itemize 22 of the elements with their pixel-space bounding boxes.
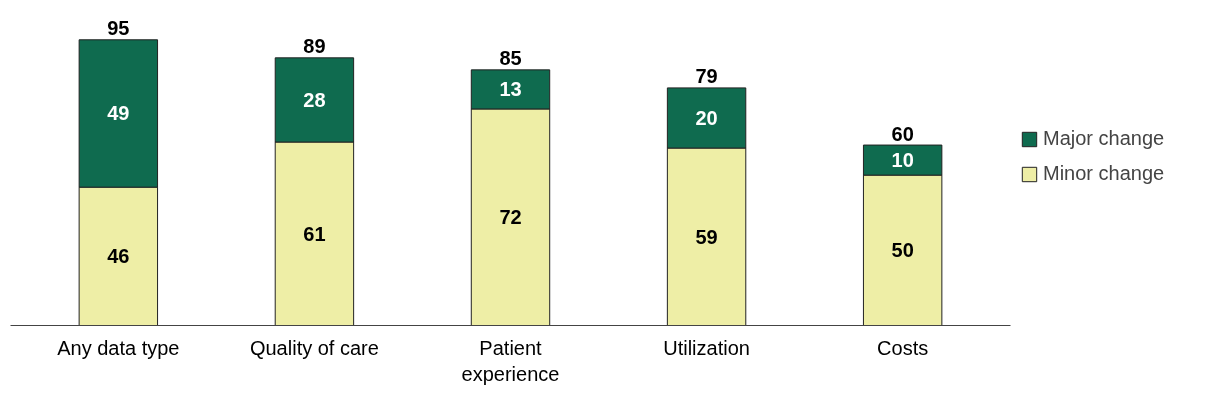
total-label: 79 bbox=[695, 65, 718, 88]
data-label: 20 bbox=[695, 106, 718, 129]
x-tick-label: Patient experience bbox=[461, 336, 560, 385]
x-tick-label: Any data type bbox=[57, 336, 180, 359]
x-tick-label: Quality of care bbox=[249, 336, 379, 359]
data-label: 46 bbox=[107, 245, 130, 268]
total-label: 85 bbox=[499, 47, 522, 70]
data-label: 59 bbox=[695, 225, 718, 248]
total-label: 95 bbox=[107, 17, 130, 40]
total-label: 60 bbox=[891, 122, 914, 145]
data-label: 28 bbox=[303, 88, 326, 111]
total-label: 89 bbox=[303, 35, 326, 58]
data-label: 49 bbox=[107, 102, 130, 125]
legend-label: Minor change bbox=[1043, 162, 1165, 185]
data-label: 72 bbox=[499, 206, 522, 229]
data-label: 50 bbox=[891, 239, 914, 262]
x-tick-label: Utilization bbox=[663, 336, 750, 359]
data-label: 10 bbox=[891, 149, 914, 172]
x-tick-label: Costs bbox=[877, 336, 929, 359]
legend-label: Major change bbox=[1043, 127, 1165, 150]
data-label: 61 bbox=[303, 222, 326, 245]
data-label: 13 bbox=[499, 78, 522, 101]
